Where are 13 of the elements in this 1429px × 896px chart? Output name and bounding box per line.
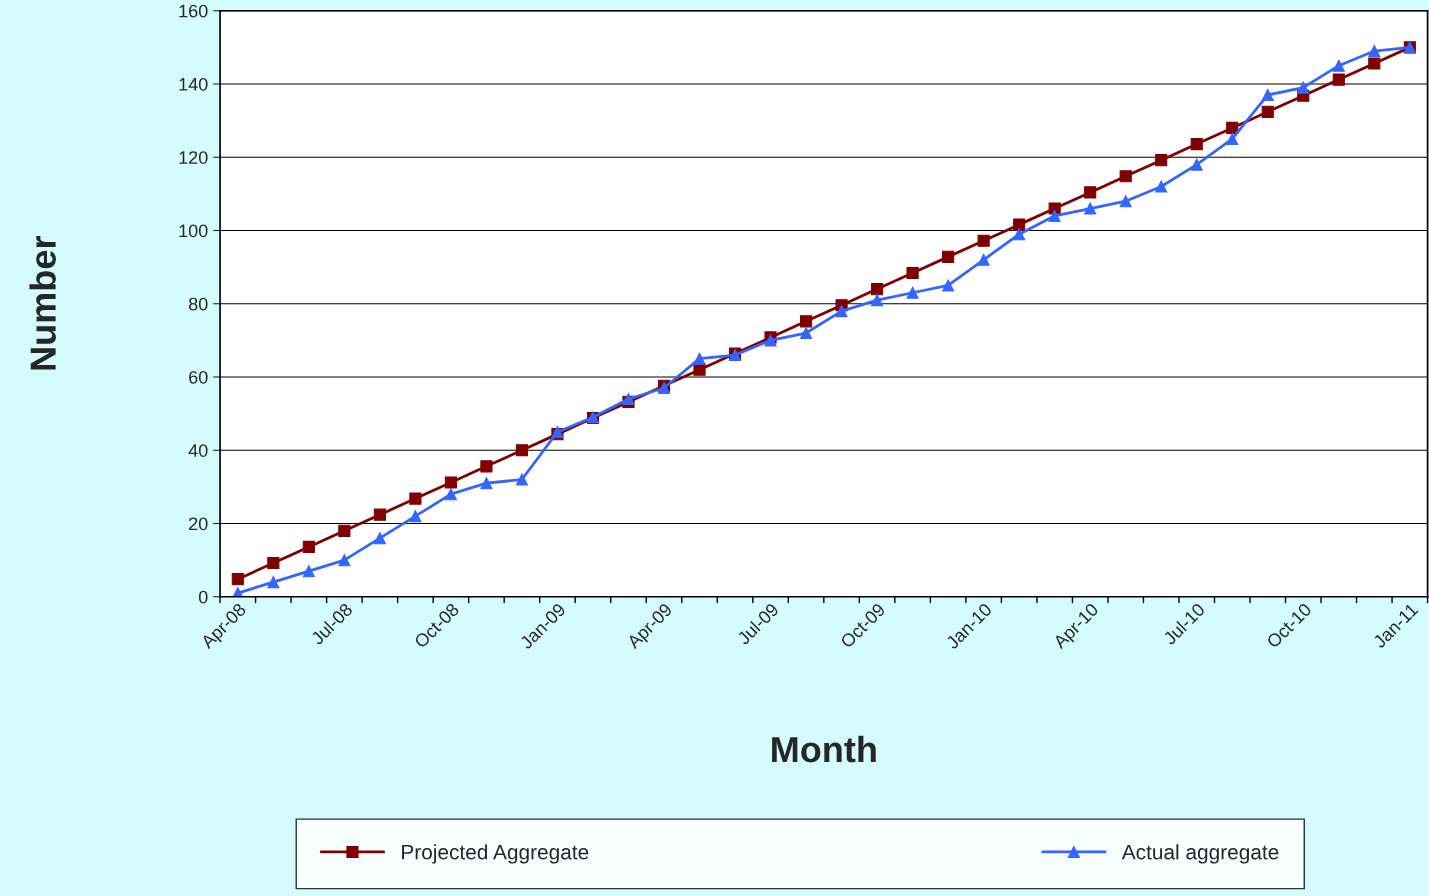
y-tick-label: 20: [189, 517, 208, 531]
y-tick-label: 140: [179, 77, 208, 91]
legend-label: Actual aggregate: [1121, 844, 1279, 864]
y-tick-label: 80: [188, 297, 208, 311]
legend-label: Projected Aggregate: [402, 844, 589, 864]
y-tick-label: 160: [179, 4, 208, 18]
y-tick-label: 60: [189, 370, 208, 384]
y-axis-title: Number: [29, 236, 56, 370]
y-tick-label: 120: [179, 151, 208, 164]
y-tick-label: 0: [198, 590, 208, 604]
y-tick-label: 100: [179, 224, 208, 238]
y-tick-label: 40: [188, 444, 208, 457]
x-axis-title: Month: [772, 735, 876, 763]
